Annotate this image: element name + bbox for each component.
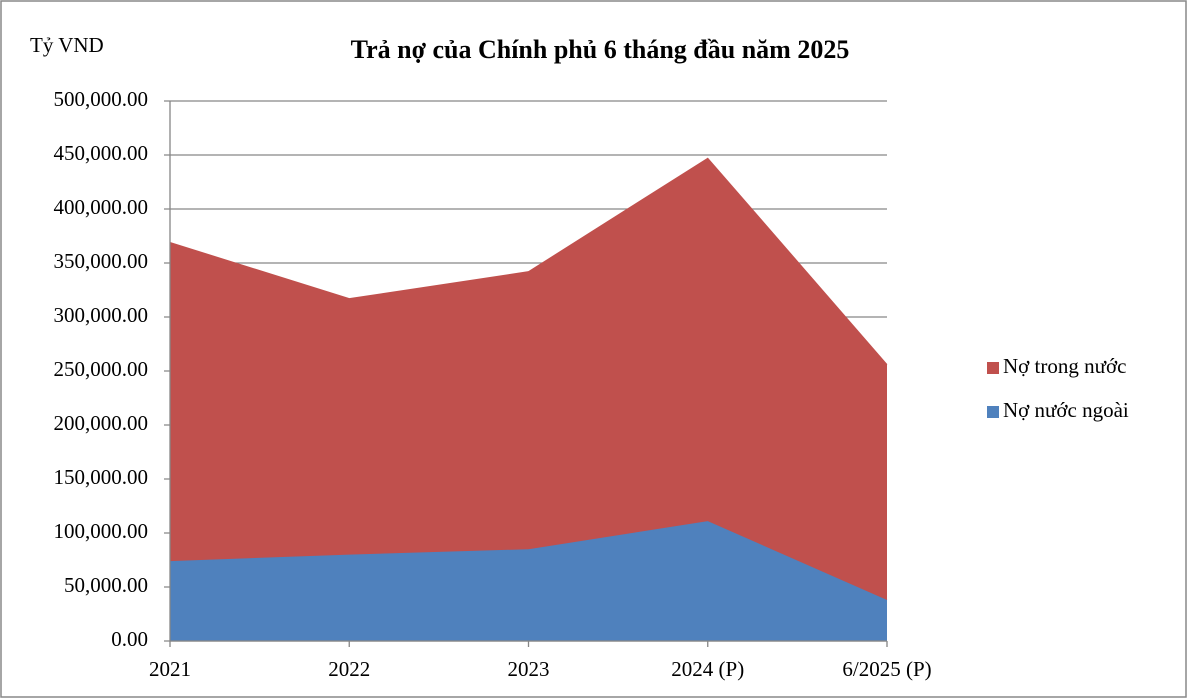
y-tick-label: 450,000.00 bbox=[54, 141, 149, 165]
x-tick-label: 6/2025 (P) bbox=[842, 657, 931, 681]
legend-label: Nợ nước ngoài bbox=[1003, 398, 1129, 422]
y-tick-label: 200,000.00 bbox=[54, 411, 149, 435]
y-tick-label: 0.00 bbox=[111, 627, 148, 651]
y-tick-label: 250,000.00 bbox=[54, 357, 149, 381]
y-axis-label: Tỷ VND bbox=[30, 33, 104, 57]
y-tick-label: 500,000.00 bbox=[54, 87, 149, 111]
legend-swatch bbox=[987, 362, 999, 374]
y-tick-label: 150,000.00 bbox=[54, 465, 149, 489]
y-tick-label: 400,000.00 bbox=[54, 195, 149, 219]
y-tick-label: 300,000.00 bbox=[54, 303, 149, 327]
x-tick-label: 2023 bbox=[508, 657, 550, 681]
x-tick-label: 2021 bbox=[149, 657, 191, 681]
legend-label: Nợ trong nước bbox=[1003, 354, 1126, 378]
y-tick-label: 100,000.00 bbox=[54, 519, 149, 543]
y-tick-label: 350,000.00 bbox=[54, 249, 149, 273]
area-fill bbox=[170, 521, 887, 641]
area-fill bbox=[170, 158, 887, 600]
legend-swatch bbox=[987, 406, 999, 418]
y-tick-label: 50,000.00 bbox=[64, 573, 148, 597]
chart-title: Trả nợ của Chính phủ 6 tháng đầu năm 202… bbox=[351, 35, 850, 64]
x-tick-label: 2024 (P) bbox=[671, 657, 744, 681]
x-tick-label: 2022 bbox=[328, 657, 370, 681]
area-edge bbox=[169, 157, 888, 365]
